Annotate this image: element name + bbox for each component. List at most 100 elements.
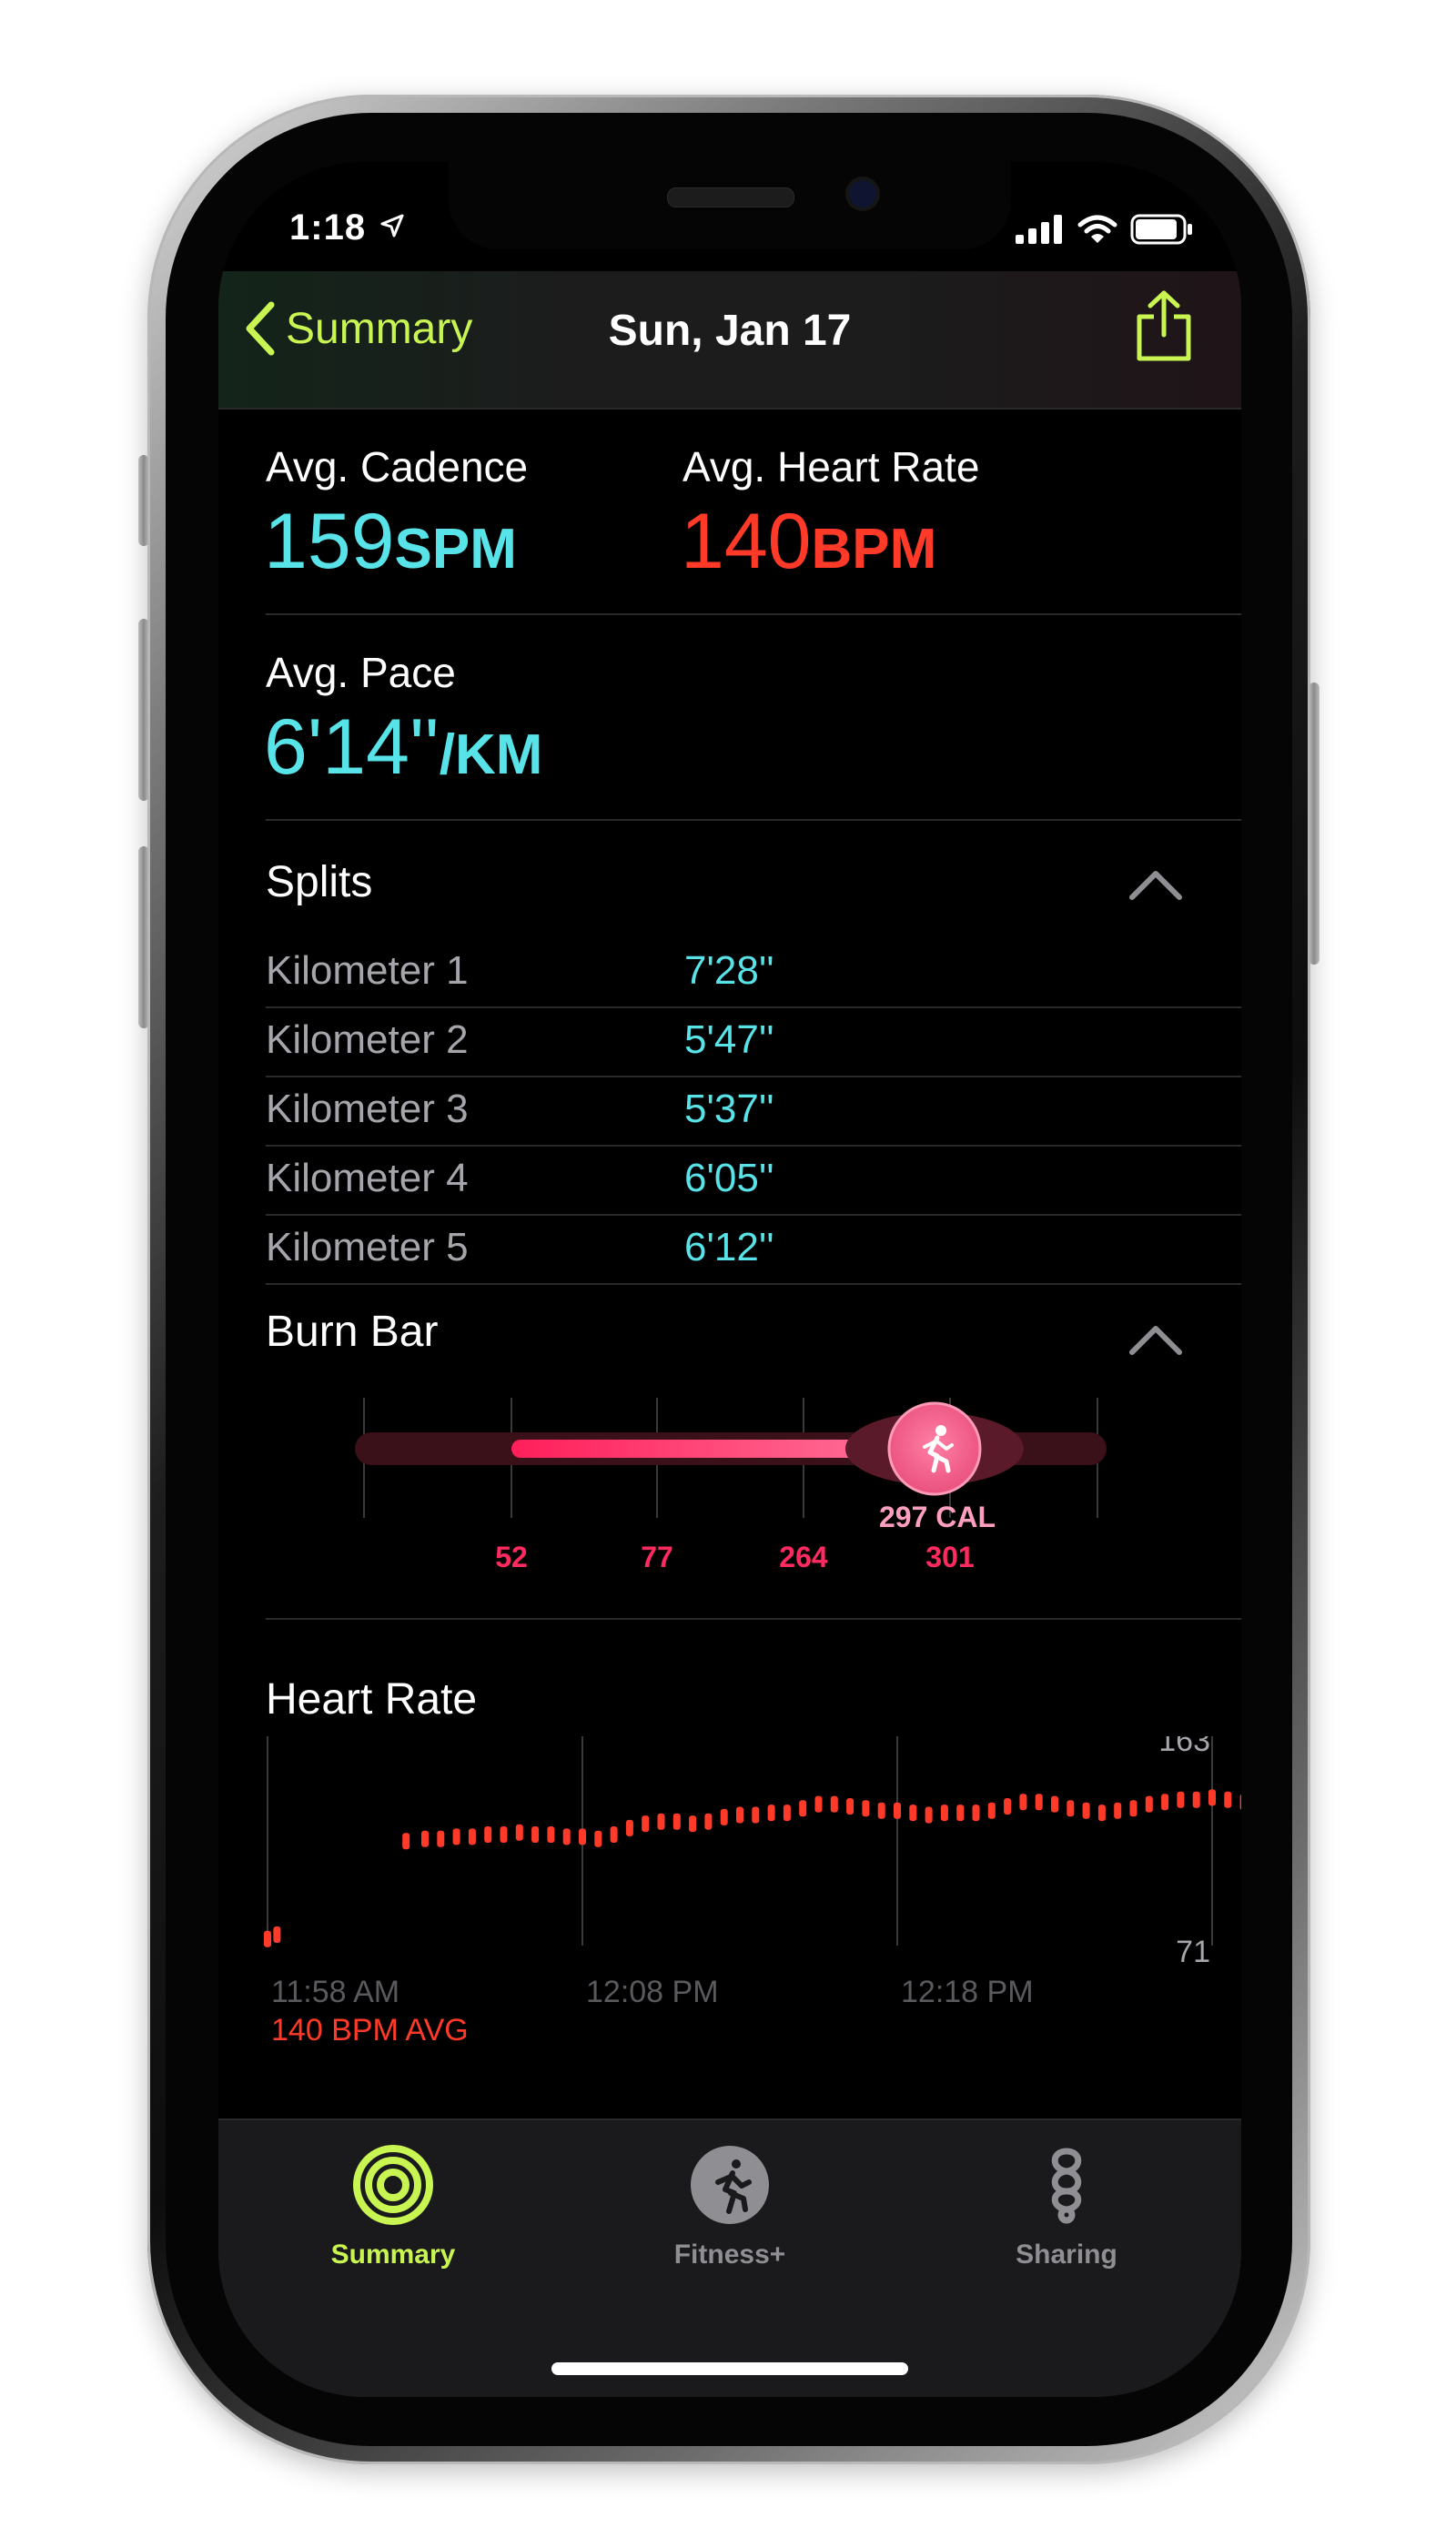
heart-rate-point [1145,1795,1153,1813]
tab-sharing-label: Sharing [1016,2240,1117,2270]
tab-fitness-plus[interactable]: Fitness+ [593,2144,866,2270]
heart-rate-point [689,1815,697,1833]
heart-rate-point [594,1830,602,1847]
heart-rate-point [814,1795,823,1813]
cadence-number: 159 [264,498,395,585]
pace-unit: /KM [439,723,543,786]
burn-bar-tick-label: 264 [779,1541,828,1573]
speaker-grille [667,187,794,207]
heart-rate-point [500,1826,508,1843]
heart-rate-point [273,1926,281,1943]
heart-rate-max-label: 163 [1158,1736,1210,1758]
volume-down-button [138,846,149,1028]
heart-rate-time-label: 12:18 PM [901,1975,1034,2009]
heart-rate-point [672,1813,681,1830]
heart-rate-point [1051,1795,1058,1813]
heart-rate-time-label: 11:58 AM [271,1975,399,2009]
heart-rate-point [862,1800,870,1817]
heart-rate-title: Heart Rate [266,1675,478,1724]
front-camera [849,180,876,207]
status-time: 1:18 [289,207,404,248]
heart-rate-time-label: 12:08 PM [586,1975,719,2009]
divider [266,1145,1241,1147]
heart-rate-point [846,1798,854,1815]
heart-rate-point [783,1805,791,1822]
burn-bar-knob [887,1401,982,1496]
screen: Summary Sun, Jan 17 1:18 [218,162,1241,2397]
heart-rate-point [1239,1794,1241,1810]
heart-rate-point [264,1930,271,1947]
split-label: Kilometer 5 [266,1225,469,1269]
heart-rate-point [1019,1794,1027,1811]
heart-rate-point [909,1805,917,1822]
pace-label: Avg. Pace [266,649,456,696]
heart-rate-point [972,1805,980,1822]
split-time: 7'28'' [684,948,774,993]
split-time: 6'12'' [684,1225,774,1269]
divider [266,1076,1241,1077]
back-label: Summary [286,304,473,353]
heart-rate-point [452,1828,460,1845]
wifi-icon [1077,215,1117,243]
heart-rate-unit: BPM [811,518,937,581]
notch [449,162,1011,249]
heart-rate-point [1224,1791,1232,1808]
burn-bar-tick-label: 77 [641,1541,673,1573]
heart-rate-point [579,1828,586,1845]
burn-bar-tick-label: 52 [495,1541,528,1573]
divider [218,408,1241,410]
divider [266,1006,1241,1008]
side-button [1309,682,1320,965]
heart-rate-point [531,1826,540,1843]
divider [266,1214,1241,1216]
volume-up-button [138,619,149,801]
heart-rate-point [1114,1802,1122,1819]
split-row: Kilometer 1 7'28'' [266,939,1241,1008]
cadence-unit: SPM [394,518,517,581]
share-icon[interactable] [1132,289,1196,362]
collapse-burn-bar-icon[interactable] [1128,1321,1183,1358]
cadence-label: Avg. Cadence [266,443,529,490]
heart-rate-min-label: 71 [1176,1935,1210,1969]
heart-rate-point [736,1806,743,1824]
tab-summary[interactable]: Summary [257,2144,530,2270]
heart-rate-point [437,1830,445,1847]
heart-rate-point [1004,1798,1012,1815]
heart-rate-point [468,1828,476,1845]
burn-bar-tick-label: 301 [925,1541,974,1573]
cadence-value: 159SPM [264,502,517,589]
mute-switch [138,455,149,546]
heart-rate-point [1035,1794,1043,1811]
heart-rate-point [720,1808,728,1825]
activity-rings-icon [353,2145,433,2225]
heart-rate-point [830,1795,838,1813]
status-time-text: 1:18 [289,207,367,248]
heart-rate-point [562,1828,571,1845]
split-time: 6'05'' [684,1156,774,1200]
divider [266,1283,1241,1285]
heart-rate-avg-label: 140 BPM AVG [271,2013,469,2046]
chevron-left-icon [246,301,275,356]
collapse-splits-icon[interactable] [1128,866,1183,903]
heart-rate-point [767,1805,775,1822]
heart-rate-point [1192,1791,1200,1808]
burn-bar-fill [511,1440,894,1458]
home-indicator[interactable] [551,2362,908,2375]
heart-rate-chart: 163 71 11:58 AM 12:08 PM 12:18 PM 140 BP… [264,1736,1241,2046]
heart-rate-points [264,1789,1241,1947]
back-button[interactable]: Summary [244,297,472,360]
heart-rate-point [421,1830,429,1847]
split-label: Kilometer 1 [266,948,469,993]
navigation-bar: Summary Sun, Jan 17 [218,271,1241,408]
split-time: 5'47'' [684,1017,774,1062]
divider [266,613,1241,615]
heart-rate-point [877,1802,885,1819]
heart-rate-label: Avg. Heart Rate [682,443,980,490]
heart-rate-point [402,1833,410,1850]
heart-rate-point [515,1824,523,1841]
heart-rate-number: 140 [681,498,812,585]
pace-value: 6'14''/KM [264,708,542,794]
cellular-signal-icon [1016,215,1062,244]
burn-bar-chart: 297 CAL 52 77 264 301 [355,1398,1107,1573]
tab-sharing[interactable]: Sharing [930,2144,1203,2270]
